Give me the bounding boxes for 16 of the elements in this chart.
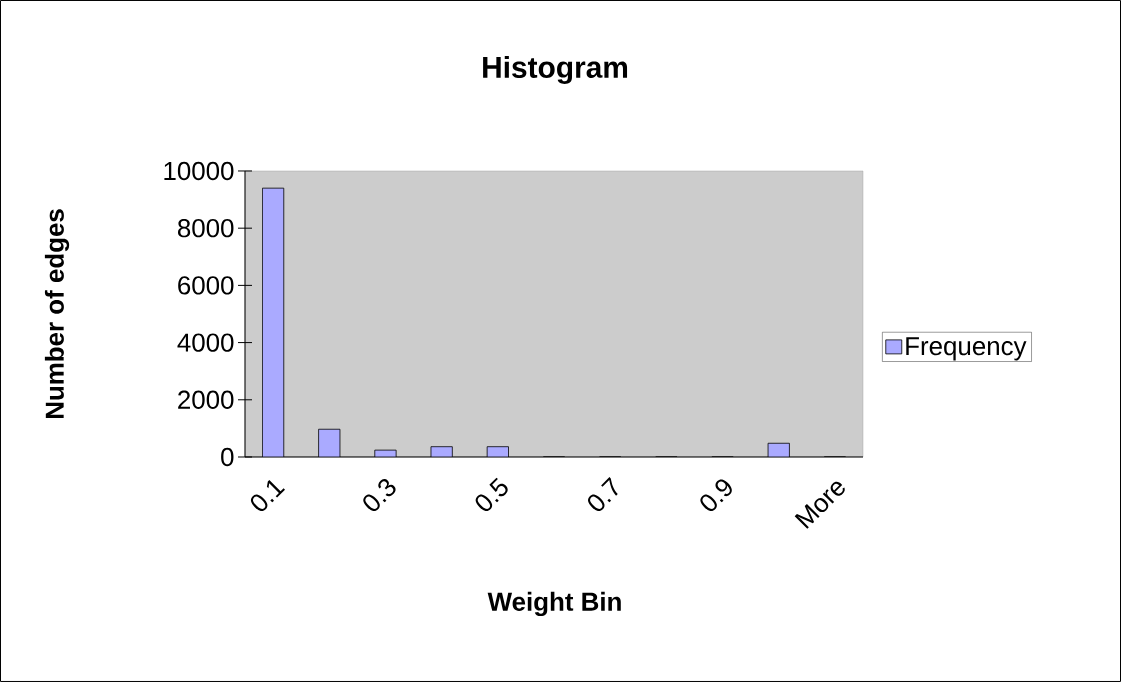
x-tick-label: 0.9 — [700, 479, 732, 512]
x-tick-label: 0.3 — [363, 479, 396, 512]
y-axis-title: Number of edges — [44, 209, 70, 419]
x-tick-label: 0.7 — [588, 477, 618, 512]
bar — [262, 188, 284, 457]
y-tick-label: 4000 — [177, 333, 234, 352]
y-tick-label: 10000 — [164, 161, 234, 181]
x-axis-title: Weight Bin — [487, 591, 621, 617]
y-tick-label: 0 — [221, 447, 234, 467]
chart-title: Histogram — [483, 55, 628, 84]
x-tick-label: 0.1 — [250, 480, 285, 512]
y-tick-label: 2000 — [178, 390, 234, 409]
y-tick-label: 8000 — [177, 219, 234, 238]
legend-label: Frequency — [906, 337, 1027, 361]
y-tick-label: 6000 — [178, 276, 234, 295]
x-tick-label: 0.5 — [475, 477, 508, 512]
